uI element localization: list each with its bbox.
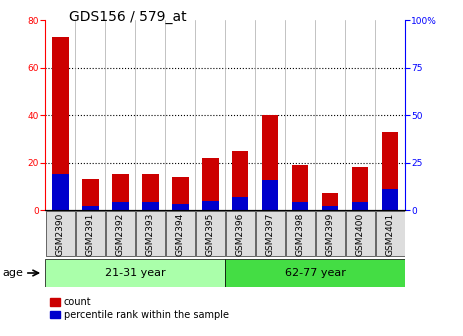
FancyBboxPatch shape xyxy=(346,211,375,256)
Bar xyxy=(225,259,405,287)
Text: GSM2397: GSM2397 xyxy=(266,212,275,256)
FancyBboxPatch shape xyxy=(256,211,285,256)
FancyBboxPatch shape xyxy=(166,211,194,256)
Text: GSM2393: GSM2393 xyxy=(146,212,155,256)
Bar xyxy=(45,259,225,287)
Text: GSM2391: GSM2391 xyxy=(86,212,95,256)
FancyBboxPatch shape xyxy=(196,211,225,256)
Bar xyxy=(262,115,278,210)
Text: 62-77 year: 62-77 year xyxy=(285,268,345,278)
Text: GSM2396: GSM2396 xyxy=(236,212,245,256)
Bar xyxy=(382,189,398,210)
Bar xyxy=(292,202,308,210)
Bar xyxy=(82,179,99,210)
FancyBboxPatch shape xyxy=(46,211,75,256)
Text: GSM2400: GSM2400 xyxy=(356,212,365,256)
Bar xyxy=(232,197,249,210)
FancyBboxPatch shape xyxy=(106,211,135,256)
Text: GSM2401: GSM2401 xyxy=(386,212,394,256)
Bar xyxy=(262,180,278,210)
Bar xyxy=(202,158,219,210)
Bar xyxy=(52,174,69,210)
Text: 21-31 year: 21-31 year xyxy=(105,268,166,278)
Bar xyxy=(142,174,158,210)
Text: GSM2395: GSM2395 xyxy=(206,212,215,256)
Bar xyxy=(82,206,99,210)
Bar xyxy=(322,206,338,210)
Bar xyxy=(382,132,398,210)
Text: GSM2399: GSM2399 xyxy=(325,212,335,256)
FancyBboxPatch shape xyxy=(76,211,105,256)
FancyBboxPatch shape xyxy=(136,211,165,256)
Bar xyxy=(232,151,249,210)
Bar xyxy=(202,201,219,210)
Bar xyxy=(112,202,129,210)
Bar xyxy=(292,165,308,210)
Text: GSM2394: GSM2394 xyxy=(176,212,185,256)
FancyBboxPatch shape xyxy=(376,211,405,256)
Bar xyxy=(352,202,369,210)
FancyBboxPatch shape xyxy=(226,211,255,256)
Bar xyxy=(322,194,338,210)
Bar xyxy=(172,204,188,210)
Text: GSM2398: GSM2398 xyxy=(296,212,305,256)
Bar xyxy=(352,167,369,210)
Text: GSM2392: GSM2392 xyxy=(116,212,125,256)
Legend: count, percentile rank within the sample: count, percentile rank within the sample xyxy=(50,297,229,320)
Text: age: age xyxy=(2,268,23,278)
Text: GSM2390: GSM2390 xyxy=(56,212,65,256)
Bar xyxy=(172,177,188,210)
Bar xyxy=(52,37,69,210)
Bar xyxy=(112,174,129,210)
Bar xyxy=(142,202,158,210)
Text: GDS156 / 579_at: GDS156 / 579_at xyxy=(69,10,186,24)
FancyBboxPatch shape xyxy=(316,211,344,256)
FancyBboxPatch shape xyxy=(286,211,314,256)
